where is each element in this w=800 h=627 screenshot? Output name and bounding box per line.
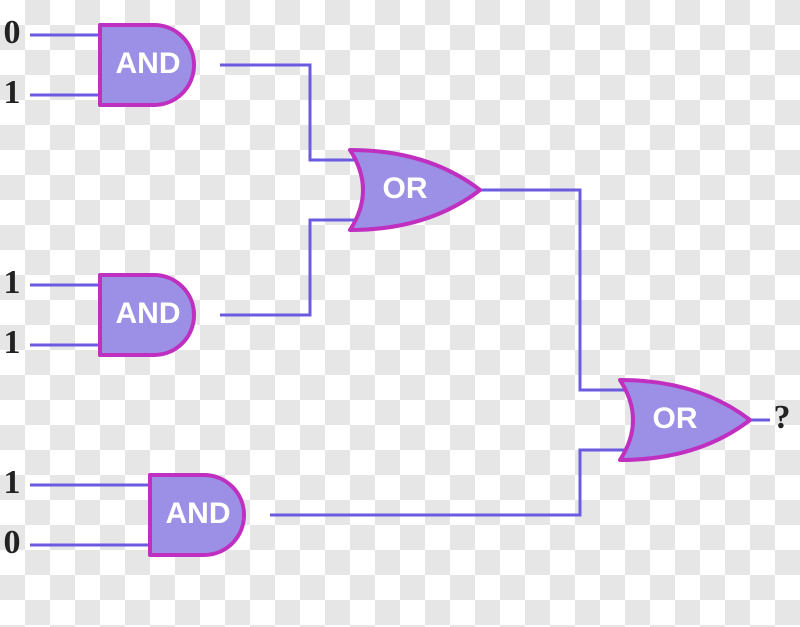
logic-circuit-diagram: AND AND AND OR OR 0 1 1 1 1 0? bbox=[0, 0, 800, 627]
input-label: 1 bbox=[4, 324, 21, 361]
input-label: 1 bbox=[4, 464, 21, 501]
gate-label: OR bbox=[383, 172, 428, 205]
output-label: ? bbox=[774, 399, 791, 436]
input-label: 1 bbox=[4, 264, 21, 301]
gate-label: AND bbox=[116, 297, 181, 330]
input-label: 1 bbox=[4, 74, 21, 111]
gate-label: AND bbox=[166, 497, 231, 530]
gate-label: OR bbox=[653, 402, 698, 435]
input-label: 0 bbox=[4, 14, 21, 51]
input-label: 0 bbox=[4, 524, 21, 561]
gate-label: AND bbox=[116, 47, 181, 80]
